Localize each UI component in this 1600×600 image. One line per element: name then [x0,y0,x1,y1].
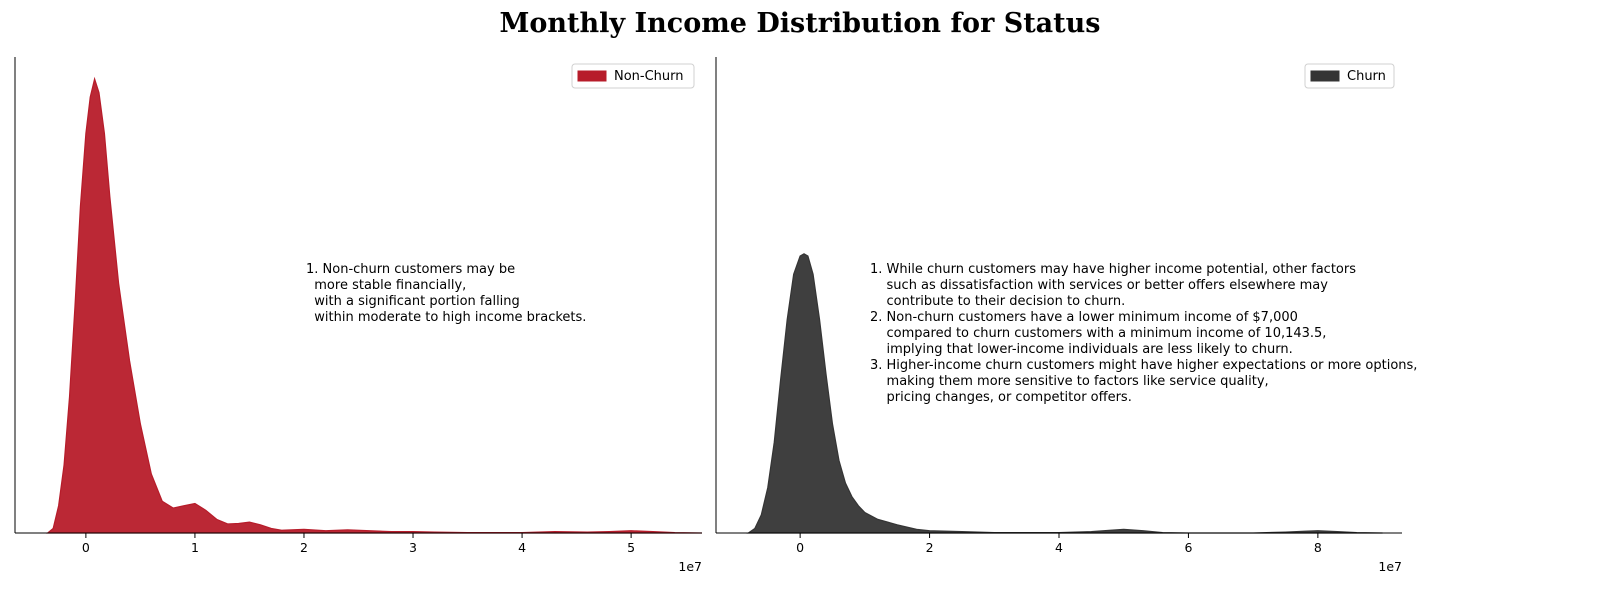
non-churn-x-tick-label: 3 [409,540,417,555]
churn-legend-box [1304,63,1395,89]
non-churn-x-offset-label: 1e7 [678,559,702,574]
churn-annotation-line: implying that lower-income individuals a… [870,342,1293,357]
churn-annotation-line: compared to churn customers with a minim… [870,326,1326,341]
non-churn-x-tick-label: 0 [82,540,90,555]
non-churn-x-tick-label: 2 [300,540,308,555]
churn-density-panel: 0 2 4 6 8 1e7 Churn 1. While churn customers ma… [715,57,1417,574]
non-churn-annotation-line: more stable financially, [306,278,466,293]
non-churn-legend-swatch [577,70,607,82]
non-churn-annotation-line: within moderate to high income brackets. [306,310,586,325]
churn-annotation-line: making them more sensitive to factors li… [870,374,1269,389]
figure-title: Monthly Income Distribution for Status [500,8,1101,39]
churn-annotation-line: contribute to their decision to churn. [870,294,1125,309]
non-churn-annotation: 1. Non-churn customers may be more stabl… [306,262,586,325]
non-churn-annotation-line: with a significant portion falling [306,294,520,309]
non-churn-legend-box [571,63,695,89]
non-churn-density-panel: 0 1 2 3 4 5 1e7 Non-Churn 1. Non-churn customers… [14,57,703,574]
non-churn-x-tick-label: 1 [191,540,199,555]
non-churn-legend-label: Non-Churn [614,69,684,84]
churn-annotation-line: 2. Non-churn customers have a lower mini… [870,310,1298,325]
churn-legend-label: Churn [1347,69,1386,84]
churn-x-offset-label: 1e7 [1378,559,1402,574]
churn-x-tick-label: 6 [1184,540,1192,555]
churn-x-tick-label: 8 [1314,540,1322,555]
churn-x-tick-label: 2 [926,540,934,555]
churn-annotation-line: pricing changes, or competitor offers. [870,390,1132,405]
non-churn-density-area [46,76,703,534]
churn-legend: Churn [1304,63,1395,89]
churn-annotation: 1. While churn customers may have higher… [870,262,1417,405]
churn-x-tick-label: 0 [796,540,804,555]
non-churn-x-tick-label: 5 [627,540,635,555]
churn-annotation-line: such as dissatisfaction with services or… [870,278,1328,293]
non-churn-annotation-line: 1. Non-churn customers may be [306,262,515,277]
churn-legend-swatch [1310,70,1340,82]
churn-annotation-line: 3. Higher-income churn customers might h… [870,358,1417,373]
churn-x-tick-label: 4 [1055,540,1063,555]
non-churn-x-tick-label: 4 [518,540,526,555]
churn-annotation-line: 1. While churn customers may have higher… [870,262,1356,277]
non-churn-legend: Non-Churn [571,63,695,89]
